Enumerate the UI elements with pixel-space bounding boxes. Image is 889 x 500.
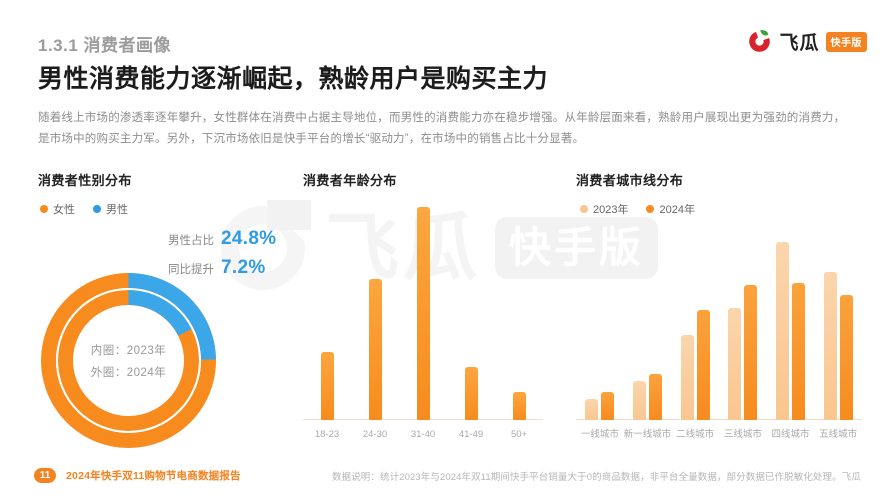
bar	[601, 391, 615, 420]
bar	[680, 334, 694, 420]
bar	[839, 295, 853, 420]
bar	[368, 279, 382, 420]
stat-male-share: 男性占比 24.8%	[168, 228, 276, 250]
stat-value: 7.2%	[221, 257, 266, 278]
legend-label: 2024年	[659, 204, 695, 216]
x-axis-label: 50+	[510, 429, 528, 440]
brand-badge: 快手版	[825, 31, 867, 52]
age-bar-chart: 18-23 24-30 31-40 41-49 50+	[303, 196, 543, 442]
bar	[728, 307, 742, 420]
brand-name: 飞瓜	[779, 33, 820, 54]
bar	[633, 380, 646, 420]
bar	[320, 351, 334, 420]
gender-stats: 男性占比 24.8% 同比提升 7.2%	[168, 228, 276, 286]
bar	[823, 272, 837, 420]
bar	[792, 282, 805, 420]
legend-item-female: 女性	[40, 201, 75, 217]
stat-label: 同比提升	[168, 264, 214, 276]
feigua-circle-leaf-icon	[746, 28, 773, 55]
bar	[585, 398, 599, 420]
legend-label: 女性	[53, 204, 75, 216]
gender-donut-chart: 内圈：2023年 外圈：2024年	[36, 268, 221, 453]
stat-label: 男性占比	[168, 235, 214, 247]
bar	[696, 309, 710, 420]
brand-logo: 飞瓜 快手版	[746, 28, 867, 55]
x-axis-label: 41-49	[458, 429, 484, 440]
legend-item-male: 男性	[93, 201, 128, 217]
x-axis-label: 24-30	[362, 429, 388, 440]
age-panel-title: 消费者年龄分布	[303, 173, 397, 188]
legend-dot-icon	[580, 205, 588, 213]
legend-label: 男性	[106, 204, 128, 216]
footer-report-title: 2024年快手双11购物节电商数据报告	[66, 470, 241, 482]
page-title: 男性消费能力逐渐崛起，熟龄用户是购买主力	[38, 65, 549, 93]
x-axis-label: 31-40	[410, 429, 436, 440]
donut-outer-note: 外圈：2024年	[90, 366, 167, 379]
x-axis-label: 三线城市	[723, 429, 762, 440]
bar	[776, 242, 789, 420]
bar	[512, 392, 526, 420]
legend-item-2024: 2024年	[646, 201, 695, 217]
x-axis-label: 18-23	[314, 429, 340, 440]
section-kicker: 1.3.1 消费者画像	[38, 36, 172, 55]
x-axis-label: 四线城市	[771, 429, 810, 440]
page-number-badge: 11	[34, 468, 56, 483]
legend-dot-icon	[40, 205, 48, 213]
legend-label: 2023年	[593, 204, 629, 216]
stat-value: 24.8%	[221, 228, 277, 249]
stat-yoy-growth: 同比提升 7.2%	[168, 257, 276, 279]
gender-panel-title: 消费者性别分布	[38, 173, 132, 188]
city-legend: 2023年 2024年	[580, 201, 695, 217]
donut-inner-note: 内圈：2023年	[90, 344, 167, 357]
city-grouped-bar-chart: 一线城市 新一线城市 二线城市 三线城市 四线城市 五线城市	[576, 196, 862, 442]
bar	[464, 366, 478, 420]
lead-paragraph: 随着线上市场的渗透率逐年攀升，女性群体在消费中占据主导地位，而男性的消费能力亦在…	[38, 112, 846, 145]
bar	[416, 207, 430, 420]
x-axis-label: 五线城市	[819, 429, 858, 440]
x-axis-label: 新一线城市	[623, 429, 672, 440]
x-axis-label: 一线城市	[580, 429, 619, 440]
legend-item-2023: 2023年	[580, 201, 628, 217]
donut-center-notes: 内圈：2023年 外圈：2024年	[36, 268, 221, 453]
city-panel-title: 消费者城市线分布	[576, 173, 684, 188]
footer-data-note: 数据说明：统计2023年与2024年双11期间快手平台销量大于0的商品数据，非平…	[332, 471, 861, 483]
bar	[744, 284, 758, 420]
legend-dot-icon	[93, 205, 101, 213]
city-axis-line	[576, 419, 862, 420]
gender-legend: 女性 男性	[40, 201, 128, 217]
legend-dot-icon	[646, 205, 655, 213]
x-axis-label: 二线城市	[676, 429, 715, 440]
bar	[649, 373, 662, 420]
